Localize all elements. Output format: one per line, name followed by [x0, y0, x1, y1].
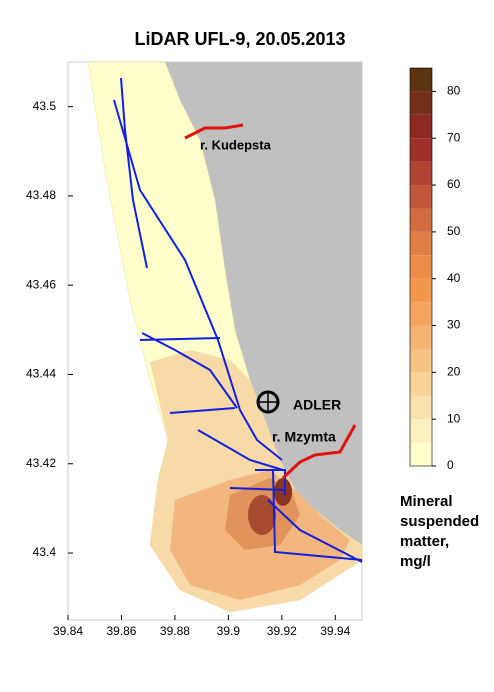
colorbar-segment	[410, 372, 432, 396]
colorbar-label: suspended	[400, 513, 479, 530]
colorbar-segment	[410, 325, 432, 349]
tracks	[113, 77, 363, 563]
colorbar-segment	[410, 91, 432, 115]
y-tick-label: 43.42	[26, 456, 56, 470]
annotation: ADLER	[293, 397, 341, 413]
colorbar-segment	[410, 114, 432, 139]
x-tick-label: 39.88	[160, 624, 190, 638]
colorbar-tick-label: 70	[447, 130, 461, 144]
map-area: r. Kudepsta ADLER r. Mzymta	[67, 61, 363, 621]
colorbar-tick-label: 10	[447, 411, 461, 425]
annotation: r. Mzymta	[272, 429, 336, 445]
colorbar-segment	[410, 255, 432, 279]
colorbar-tick-label: 20	[447, 365, 461, 379]
colorbar-segment	[410, 231, 432, 256]
y-tick-label: 43.5	[33, 99, 57, 113]
sea	[165, 62, 362, 545]
colorbar-segment	[410, 278, 432, 303]
x-tick-label: 39.92	[267, 624, 297, 638]
colorbar-label: mg/l	[400, 553, 431, 570]
x-tick-label: 39.9	[217, 624, 241, 638]
colorbar-tick-label: 60	[447, 177, 461, 191]
y-tick-label: 43.44	[26, 367, 56, 381]
colorbar-label: Mineral	[400, 493, 453, 510]
adler-marker	[256, 390, 280, 414]
colorbar-segment	[410, 138, 432, 162]
y-tick-label: 43.46	[26, 277, 56, 291]
colorbar-segment	[410, 419, 432, 443]
colorbar-segment	[410, 395, 432, 420]
x-tick-label: 39.84	[53, 624, 83, 638]
colorbar-segment	[410, 68, 432, 92]
colorbar-segment	[410, 208, 432, 232]
x-tick-label: 39.94	[320, 624, 350, 638]
colorbar-tick-label: 0	[447, 458, 454, 472]
colorbar-label: matter,	[400, 533, 449, 550]
hotspot	[274, 478, 292, 506]
x-tick-label: 39.86	[106, 624, 136, 638]
colorbar-tick-label: 40	[447, 271, 461, 285]
chart-title: LiDAR UFL-9, 20.05.2013	[134, 29, 345, 49]
colorbar-frame	[409, 67, 433, 467]
y-tick-label: 43.4	[33, 545, 57, 559]
y-tick-label: 43.48	[26, 188, 56, 202]
colorbar-segment	[410, 302, 432, 326]
rivers	[184, 123, 357, 480]
colorbar-segment	[410, 185, 432, 209]
colorbar-segment	[410, 161, 432, 186]
colorbar-tick-label: 50	[447, 224, 461, 238]
colorbar-segment	[410, 348, 432, 373]
colorbar-segment	[410, 442, 432, 466]
colorbar-tick-label: 30	[447, 318, 461, 332]
colorbar-tick-label: 80	[447, 84, 461, 98]
annotation: r. Kudepsta	[200, 137, 272, 152]
hotspot	[248, 495, 276, 535]
